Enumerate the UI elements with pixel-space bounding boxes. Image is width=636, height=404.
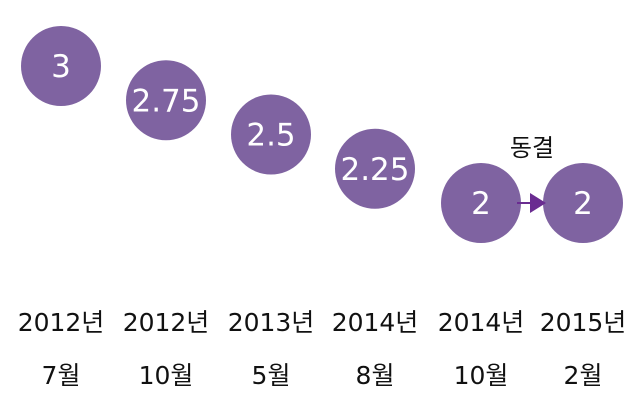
data-label: 3 [51,49,71,85]
x-tick-year-label: 2014년 [332,308,419,337]
x-tick-month-label: 5월 [252,361,291,390]
x-tick-year-label: 2012년 [123,308,210,337]
bubbles-layer: 3 2.75 2.5 2.25 2 2 [21,26,623,243]
data-bubble [21,26,101,106]
data-bubble [231,94,311,175]
data-bubble [126,60,206,141]
annotation-layer: 동결 [510,134,554,213]
labels-layer: 2012년 7월 2012년 10월 2013년 5월 2014년 8월 2014년 10월 201… [18,308,627,390]
x-tick-year-label: 2014년 [438,308,525,337]
data-label: 2 [573,186,593,222]
annotation-freeze-label: 동결 [510,134,554,162]
data-label: 2 [471,186,491,222]
x-tick-year-label: 2012년 [18,308,105,337]
x-tick-month-label: 8월 [356,361,395,390]
data-bubble [543,163,623,243]
data-label: 2.5 [246,118,295,154]
x-tick-month-label: 7월 [42,361,81,390]
data-bubble [441,163,521,243]
x-tick-year-label: 2013년 [228,308,315,337]
data-bubble [335,128,415,209]
x-tick-month-label: 10월 [139,361,194,390]
x-tick-year-label: 2015년 [540,308,627,337]
data-label: 2.25 [340,152,409,188]
data-label: 2.75 [131,83,200,119]
x-tick-month-label: 2월 [564,361,603,390]
x-tick-month-label: 10월 [454,361,509,390]
